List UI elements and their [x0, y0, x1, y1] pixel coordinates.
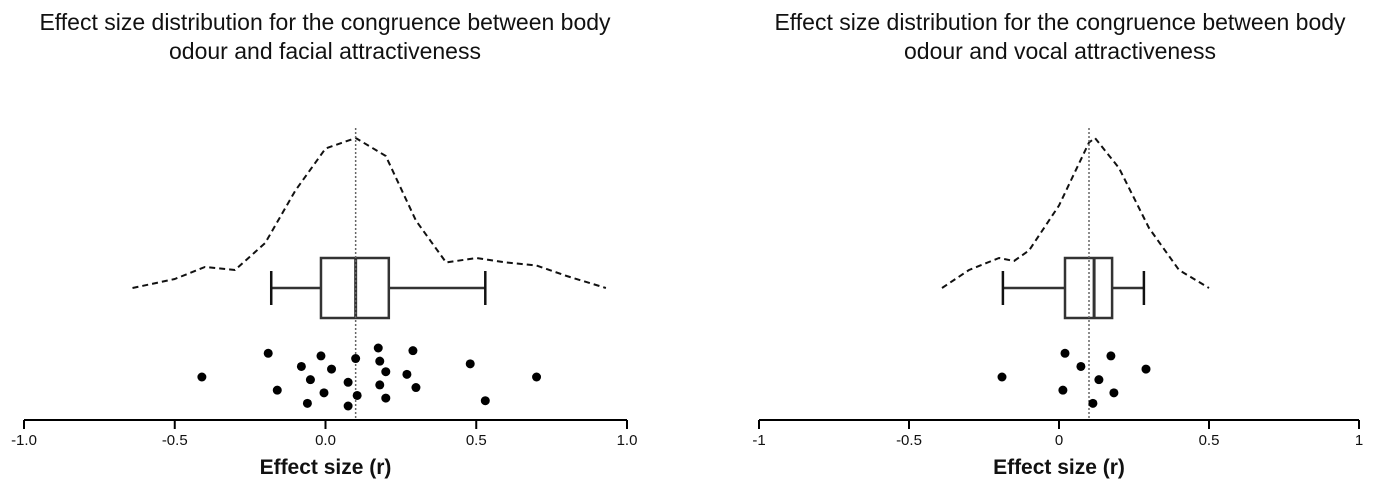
x-tick-label: 0: [1055, 432, 1063, 449]
data-point: [1076, 361, 1086, 371]
data-point: [305, 375, 315, 385]
data-point: [352, 390, 362, 400]
data-point: [343, 401, 353, 411]
chart-title: Effect size distribution for the congrue…: [774, 9, 1346, 64]
data-point: [1106, 351, 1116, 361]
data-point: [402, 369, 412, 379]
data-point: [1060, 348, 1070, 358]
data-point: [296, 361, 306, 371]
data-point: [302, 398, 312, 408]
data-point: [375, 380, 385, 390]
data-point: [343, 377, 353, 387]
data-point: [319, 388, 329, 398]
x-tick-label: 0.5: [466, 432, 487, 449]
x-tick-label: -0.5: [896, 432, 922, 449]
x-tick-label: 0.5: [1199, 432, 1220, 449]
data-point: [1109, 388, 1119, 398]
density-curve: [132, 137, 607, 289]
x-tick-label: -0.5: [162, 432, 188, 449]
data-point: [532, 372, 542, 382]
x-tick-label: -1: [752, 432, 765, 449]
data-point: [316, 351, 326, 361]
data-point: [480, 396, 490, 406]
data-point: [197, 372, 207, 382]
data-point: [381, 393, 391, 403]
data-point: [997, 372, 1007, 382]
x-tick-label: 1.0: [617, 432, 638, 449]
data-point: [327, 364, 337, 374]
data-point: [272, 385, 282, 395]
x-tick-label: 1: [1355, 432, 1363, 449]
data-point: [373, 343, 383, 353]
data-point: [465, 359, 475, 369]
data-point: [381, 367, 391, 377]
data-point: [1088, 398, 1098, 408]
data-point: [411, 383, 421, 393]
data-point: [1141, 364, 1151, 374]
data-point: [1058, 385, 1068, 395]
data-point: [375, 356, 385, 366]
density-curve: [941, 137, 1210, 289]
x-tick-label: 0.0: [315, 432, 336, 449]
x-tick-label: -1.0: [11, 432, 37, 449]
data-point: [351, 354, 361, 364]
data-point: [408, 346, 418, 356]
x-axis-label: Effect size (r): [260, 456, 392, 479]
x-axis-label: Effect size (r): [993, 456, 1125, 479]
data-point: [263, 348, 273, 358]
chart-title: Effect size distribution for the congrue…: [39, 9, 611, 64]
data-point: [1094, 375, 1104, 385]
